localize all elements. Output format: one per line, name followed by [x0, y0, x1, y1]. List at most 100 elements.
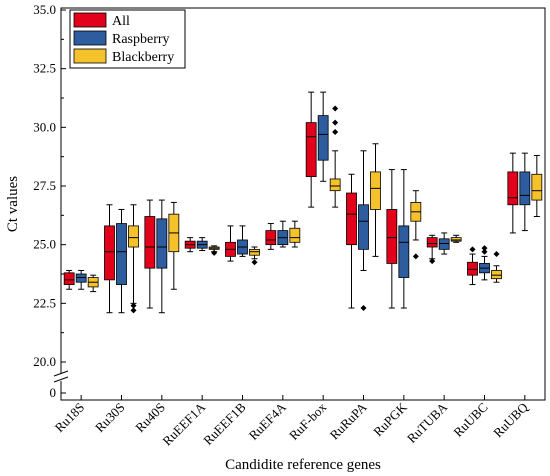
box-blackberry-ruubq: [531, 154, 543, 218]
box-all-ruubc: [467, 246, 478, 286]
box-raspberry-rurupa: [358, 150, 369, 312]
x-tick-label: RuUBC: [450, 400, 490, 440]
box-iqr: [438, 238, 450, 250]
box-iqr: [370, 171, 381, 210]
box-blackberry-rueef1b: [249, 246, 260, 266]
box-raspberry-rutuba: [438, 232, 450, 255]
box-blackberry-ruf-box: [329, 105, 341, 208]
x-tick-label: RuEF4A: [246, 399, 290, 443]
y-tick-label: 0: [50, 385, 57, 400]
box-raspberry-ruf-box: [317, 91, 329, 182]
box-iqr: [289, 227, 301, 243]
x-tick-label: RuPGK: [370, 399, 410, 439]
legend-label-raspberry: Raspberry: [112, 32, 170, 47]
box-blackberry-ru30s: [128, 204, 139, 314]
box-all-rupgk: [386, 169, 398, 309]
x-tick-label: RuF-box: [286, 399, 330, 443]
box-all-ruubq: [507, 152, 519, 234]
box-blackberry-ru40s: [168, 201, 180, 290]
box-all-ru30s: [104, 204, 115, 314]
box-iqr: [144, 216, 156, 269]
box-iqr: [346, 192, 357, 246]
box-all-rueef1b: [225, 225, 236, 262]
box-iqr: [386, 209, 398, 264]
box-all-rutuba: [426, 234, 438, 265]
box-all-rurupa: [346, 173, 357, 309]
y-tick-label: 32.5: [33, 61, 56, 76]
legend-swatch-raspberry: [73, 30, 107, 46]
box-raspberry-ru18s: [75, 269, 87, 290]
legend-swatch-all: [73, 12, 107, 28]
box-raspberry-ruef4a: [277, 220, 289, 248]
y-tick-label: 20.0: [33, 354, 56, 369]
box-iqr: [265, 230, 277, 246]
outlier-point: [469, 246, 476, 253]
axis-break-slash: [53, 370, 69, 377]
outlier-point: [130, 307, 137, 314]
box-iqr: [329, 178, 341, 192]
box-iqr: [491, 270, 502, 280]
outlier-point: [130, 302, 137, 309]
plot-area-frame: [60, 7, 546, 401]
box-iqr: [249, 248, 260, 256]
axis-break-gap: [53, 373, 69, 381]
outlier-point: [332, 119, 339, 126]
x-tick-label: Ru18S: [52, 400, 88, 436]
y-axis: 0 20.0 22.5 25.0 27.5 30.0 32.5 35.0: [33, 2, 69, 400]
legend-label-blackberry: Blackberry: [112, 50, 174, 65]
box-blackberry-ruubc: [491, 251, 502, 283]
box-iqr: [104, 225, 115, 281]
box-raspberry-rueef1a: [196, 237, 208, 252]
boxes-layer: [63, 91, 543, 314]
box-iqr: [75, 273, 87, 283]
y-tick-label: 25.0: [33, 237, 56, 252]
axis-break-slash: [53, 376, 69, 383]
outlier-point: [493, 251, 500, 258]
outlier-point: [481, 248, 488, 255]
box-blackberry-rupgk: [410, 190, 422, 260]
x-tick-label: Ru40S: [132, 400, 168, 436]
box-all-rueef1a: [184, 237, 196, 253]
x-tick-label: RuTUBA: [404, 399, 451, 446]
box-iqr: [305, 122, 317, 178]
x-tick-label: RuRuPA: [327, 399, 370, 442]
outlier-point: [332, 129, 339, 136]
box-all-ru18s: [63, 269, 75, 290]
outlier-point: [412, 253, 419, 260]
box-iqr: [156, 218, 168, 269]
box-blackberry-ru18s: [87, 274, 99, 293]
box-iqr: [358, 204, 369, 250]
box-raspberry-ruubq: [519, 152, 531, 232]
x-tick-label: RuEEF1B: [200, 399, 249, 448]
x-tick-label: RuEEF1A: [159, 399, 208, 448]
x-tick-label: RuUBQ: [490, 399, 531, 440]
y-tick-label: 22.5: [33, 295, 56, 310]
outlier-point: [211, 249, 218, 256]
box-blackberry-ruef4a: [289, 220, 301, 248]
x-axis: Ru18S Ru30S Ru40SRuEEF1ARuEEF1BRuEF4ARuF-b…: [52, 395, 531, 448]
box-all-ruf-box: [305, 91, 317, 208]
box-iqr: [531, 173, 543, 201]
box-iqr: [507, 171, 519, 206]
outlier-point: [332, 105, 339, 112]
box-blackberry-rurupa: [370, 143, 381, 257]
legend: All Raspberry Blackberry: [69, 9, 186, 69]
y-tick-label: 30.0: [33, 119, 56, 134]
x-tick-label: Ru30S: [92, 400, 128, 436]
box-all-ru40s: [144, 199, 156, 309]
box-all-ruef4a: [265, 223, 277, 250]
box-raspberry-ruubc: [479, 245, 490, 281]
box-iqr: [426, 237, 438, 248]
outlier-point: [481, 245, 488, 252]
box-iqr: [519, 171, 531, 206]
box-blackberry-rueef1a: [208, 245, 220, 256]
box-iqr: [467, 261, 478, 276]
legend-swatch-blackberry: [73, 48, 107, 64]
box-raspberry-ru40s: [156, 199, 168, 314]
box-raspberry-ru30s: [116, 208, 127, 314]
box-iqr: [63, 272, 75, 285]
outlier-point: [251, 259, 258, 266]
box-raspberry-rupgk: [398, 169, 410, 309]
